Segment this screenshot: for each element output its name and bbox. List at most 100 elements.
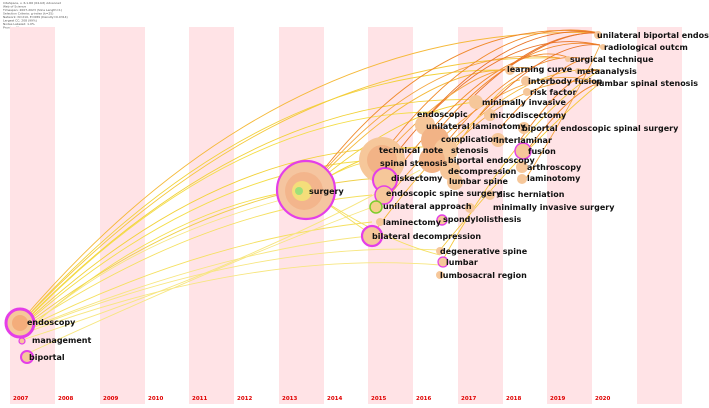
keyword-label: interlaminar [496, 136, 552, 145]
node-lumbosacral-region [436, 271, 444, 279]
node-lumbar-spine [447, 174, 463, 190]
keyword-label: spinal stenosis [380, 159, 448, 168]
link [377, 76, 601, 211]
link [21, 69, 501, 323]
info-line: Largest CC: 208 (99%) [3, 19, 37, 23]
keyword-label: learning curve [507, 65, 573, 74]
node-microdiscectomy [484, 109, 496, 121]
keyword-label: diskectomy [391, 174, 443, 183]
keyword-labels: unilateral biportal endoscopy radiologic… [27, 31, 709, 362]
keyword-label: surgery [309, 187, 345, 196]
year-label: 2020 [595, 396, 610, 402]
node-radiological-outcm [600, 44, 606, 50]
keyword-label: complication [441, 135, 499, 144]
year-label: 2014 [327, 396, 342, 402]
link [504, 32, 601, 71]
keyword-label: biportal endoscopic spinal surgery [522, 124, 679, 133]
info-line: CiteSpace, v. 6.1.R6 (64-bit) Advanced [3, 1, 61, 5]
year-label: 2008 [58, 396, 73, 402]
year-label: 2019 [550, 396, 565, 402]
link [371, 69, 601, 236]
keyword-label: arthroscopy [527, 163, 582, 172]
keyword-label: fusion [528, 147, 556, 156]
keyword-label: endoscopic spine surgery [386, 189, 502, 198]
link [21, 169, 421, 341]
keyword-label: lumbar [446, 258, 478, 267]
link [379, 66, 531, 161]
keyword-label: endoscopic [417, 110, 468, 119]
link [21, 235, 371, 332]
year-band-2021 [637, 27, 682, 404]
node-disc-herniation [485, 190, 495, 200]
node-unilateral-approach [369, 200, 383, 214]
year-label: 2012 [237, 396, 252, 402]
link [21, 204, 379, 357]
link [21, 159, 376, 328]
network-info-block: CiteSpace, v. 6.1.R6 (64-bit) Advanced W… [2, 1, 68, 30]
node-learning-curve [505, 65, 515, 75]
node-laminotomy [517, 174, 527, 184]
link [519, 69, 601, 141]
year-band-2009 [100, 27, 145, 404]
keyword-label: bilateral decompression [372, 232, 481, 241]
keyword-label: lumbar spinal stenosis [596, 79, 698, 88]
year-label: 2009 [103, 396, 118, 402]
year-label: 2007 [13, 396, 28, 402]
node-surgery-center [295, 187, 303, 195]
link [21, 57, 561, 323]
keyword-label: laminectomy [383, 218, 442, 227]
keyword-label: minimally invasive surgery [493, 203, 615, 212]
node-surgical-technique [565, 56, 571, 62]
node-minimally-invasive-surgery [465, 203, 475, 213]
keyword-label: unilateral approach [383, 202, 472, 211]
year-label: 2016 [416, 396, 431, 402]
year-label: 2015 [371, 396, 386, 402]
link [479, 44, 601, 116]
node-interbody-fusion [521, 76, 531, 86]
link [21, 32, 601, 321]
info-line: Web of Science [3, 5, 26, 9]
keyword-label: endoscopy [27, 318, 76, 327]
node-endoscopic-spine-surgery [374, 185, 394, 205]
node-technical-note-core [367, 145, 397, 175]
keyword-label: biportal endoscopy [448, 156, 535, 165]
link [419, 31, 601, 126]
link [377, 53, 571, 196]
link [21, 99, 481, 325]
link [439, 80, 601, 161]
keyword-label: lumbosacral region [440, 271, 527, 280]
keyword-nodes [4, 31, 606, 364]
node-metaanalysis [575, 68, 581, 74]
year-label: 2011 [192, 396, 207, 402]
keyword-label: minimally invasive [482, 98, 567, 107]
node-lumbar-spinal-stenosis [593, 81, 599, 87]
link [21, 111, 441, 326]
node-degenerative-spine [436, 247, 444, 255]
link [21, 248, 441, 333]
link [21, 262, 441, 335]
year-band-2015 [368, 27, 413, 404]
node-unilateral-biportal-endoscopy [594, 31, 602, 39]
node-laminectomy [376, 218, 384, 226]
node-biportal-endoscopic-spinal-surgery [518, 122, 530, 134]
link [21, 194, 301, 337]
keyword-label: surgical technique [570, 55, 654, 64]
keyword-label: unilateral biportal endoscopy [597, 31, 709, 40]
node-spondylolisthesis [436, 214, 448, 226]
keyword-label: disc herniation [497, 190, 565, 199]
node-lumbar [437, 256, 449, 268]
node-biportal [20, 350, 34, 364]
keyword-label: radiological outcm [604, 43, 688, 52]
link [21, 221, 373, 331]
node-biportal-endoscopy [419, 147, 445, 173]
keyword-label: microdiscectomy [490, 111, 567, 120]
info-line: Timespan: 2007-2023 (Slice Length=1) [2, 8, 62, 12]
node-fusion [514, 142, 532, 160]
link [307, 69, 506, 191]
keyword-label: decompression [448, 167, 517, 176]
node-arthroscopy [516, 161, 528, 173]
keyword-label: technical note [379, 146, 444, 155]
keyword-label: interbody fusion [528, 77, 603, 86]
